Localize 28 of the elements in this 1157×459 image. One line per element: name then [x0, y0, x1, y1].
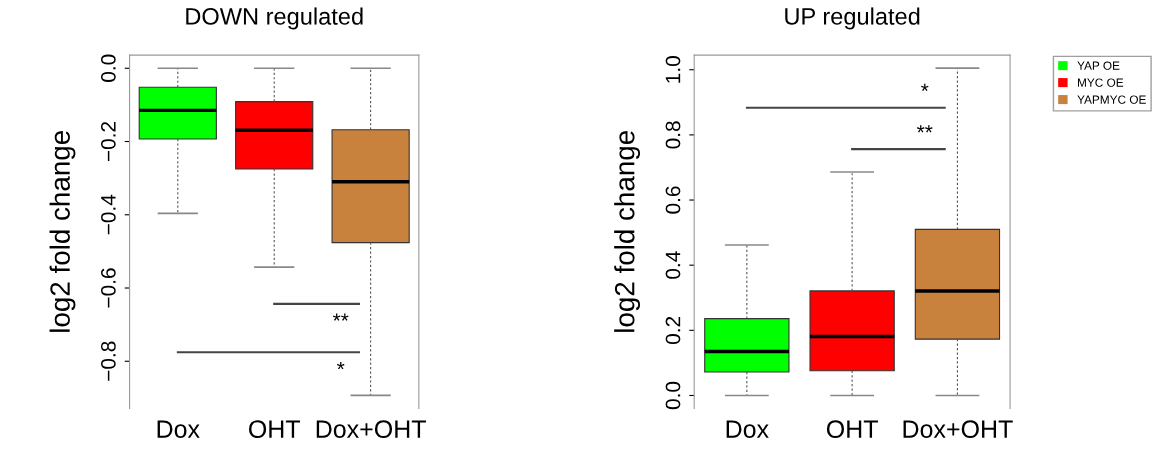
y-tick-label: −0.8: [100, 341, 116, 381]
y-tick-label: 0.6: [665, 186, 681, 214]
y-tick-label: 1.0: [665, 56, 681, 83]
x-tick-label: Dox+OHT: [903, 420, 1013, 438]
chart-title: UP regulated: [785, 7, 920, 30]
y-tick-label: 0.4: [665, 251, 681, 279]
x-tick-label: OHT: [826, 420, 878, 438]
x-tick-label: Dox+OHT: [316, 420, 426, 438]
y-tick-label: 0.0: [665, 381, 681, 410]
annotation: **: [917, 125, 933, 133]
chart-title: DOWN regulated: [186, 7, 363, 30]
legend-label: MYC OE: [1078, 78, 1124, 87]
annotation: *: [337, 361, 345, 370]
legend-label: YAPMYC OE: [1077, 95, 1146, 104]
y-axis-title: log2 fold change: [49, 131, 76, 332]
y-tick-label: 0.0: [100, 54, 116, 82]
y-tick-label: 0.2: [665, 316, 681, 344]
x-tick-label: OHT: [249, 420, 301, 438]
annotation: *: [921, 83, 929, 92]
y-axis-title: log2 fold change: [614, 131, 641, 332]
x-tick-label: Dox: [726, 420, 769, 438]
y-tick-label: 0.8: [665, 121, 681, 149]
legend-label: YAP OE: [1077, 61, 1120, 70]
y-tick-label: −0.6: [100, 268, 116, 308]
y-tick-label: −0.4: [100, 194, 116, 235]
annotation: **: [332, 313, 349, 321]
x-tick-label: Dox: [157, 420, 200, 438]
y-tick-label: −0.2: [100, 122, 116, 162]
